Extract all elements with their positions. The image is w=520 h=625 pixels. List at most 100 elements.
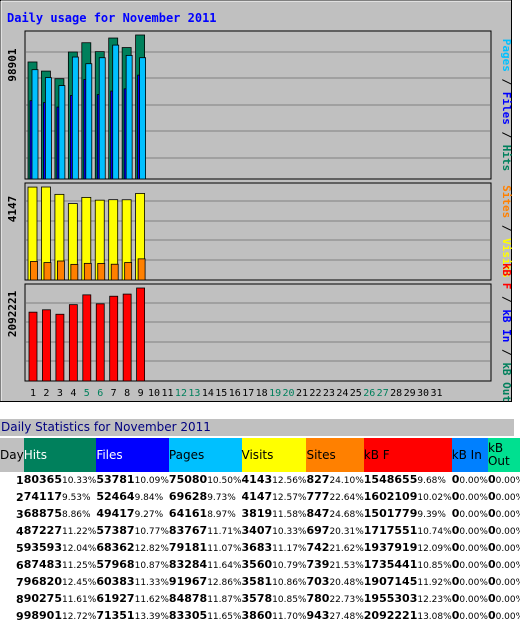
files-cell: 6192711.62% [96,591,169,608]
column-header: kB Out [487,438,520,472]
hits-cell: 9027511.61% [24,591,97,608]
sites-cell: 77722.64% [306,489,363,506]
sites-percent: 22.64% [329,493,364,503]
sites-cell: 70320.48% [306,574,363,591]
kbin-percent: 0.00% [459,612,488,622]
kbin-percent: 0.00% [459,493,488,503]
sites-value: 943 [306,609,330,622]
kbin-cell: 00.00% [452,472,488,489]
visits-cell: 414712.57% [242,489,307,506]
hits-value: 80365 [23,473,62,486]
visits-percent: 10.79% [272,561,307,571]
x-tick-label: 27 [377,388,389,399]
hits-percent: 11.25% [61,561,97,571]
kbf-value: 1548655 [363,473,418,486]
kbout-percent: 0.00% [495,612,520,622]
kbf-cell: 15486559.68% [364,472,452,489]
files-value: 61927 [96,592,135,605]
pages-value: 83284 [168,558,208,571]
kbin-cell: 00.00% [452,591,488,608]
pages-cell: 7918111.07% [169,540,242,557]
pages-value: 75080 [168,473,208,486]
visits-cell: 358110.86% [242,574,307,591]
day-cell: 7 [16,575,24,589]
kbf-percent: 10.74% [417,527,452,537]
kbf-cell: 15017799.39% [364,506,452,523]
hits-cell: 741179.53% [24,489,97,506]
visits-cell: 356010.79% [242,557,307,574]
files-value: 57968 [96,558,135,571]
kbf-percent: 11.92% [417,578,452,588]
x-tick-label: 11 [161,388,173,399]
y-max-label: 98901 [6,48,19,81]
x-tick-label: 3 [57,388,63,399]
day-cell: 2 [16,490,24,504]
pages-value: 91967 [168,575,208,588]
kbf-value: 1907145 [363,575,418,588]
kbf-value: 2092221 [363,609,418,622]
hits-value: 93593 [23,541,62,554]
files-value: 53781 [96,473,135,486]
sites-percent: 24.68% [329,510,364,520]
kbout-cell: 00.00% [488,472,520,489]
pages-value: 84878 [168,592,208,605]
y-max-label: 4147 [6,196,19,223]
bar-sites [97,263,106,281]
visits-percent: 12.57% [272,493,307,503]
x-tick-label: 25 [350,388,362,399]
hits-value: 90275 [23,592,62,605]
kbout-cell: 00.00% [488,540,520,557]
kbin-value: 0 [451,609,460,622]
kbin-cell: 00.00% [452,489,488,506]
kbout-value: 0 [487,575,496,588]
x-tick-label: 28 [390,388,402,399]
pages-value: 79181 [168,541,208,554]
x-tick-label: 6 [97,388,103,399]
sites-cell: 74221.62% [306,540,363,557]
pages-value: 64161 [168,507,208,520]
sites-cell: 84724.68% [306,506,363,523]
bar-sites [57,260,65,281]
kbin-value: 0 [451,490,460,503]
kbin-cell: 00.00% [452,506,488,523]
x-tick-label: 18 [256,388,268,399]
column-header: Day [0,438,24,472]
sites-value: 697 [306,524,330,537]
column-header: kB F [363,438,452,472]
bar-kb-f [55,313,65,382]
kbin-value: 0 [451,575,460,588]
files-value: 57387 [96,524,135,537]
bar-pages [98,57,106,180]
kbout-cell: 00.00% [488,608,520,625]
kbin-percent: 0.00% [459,544,488,554]
kbout-value: 0 [487,541,496,554]
kbin-percent: 0.00% [459,527,488,537]
table-row: 4 8722711.22% 5738710.77% 8376711.71% 340710… [0,523,520,540]
visits-value: 3860 [241,609,273,622]
hits-percent: 9.53% [61,493,91,503]
day-cell: 4 [16,524,24,538]
pages-value: 83305 [168,609,208,622]
legend-2: Sites / Visits [500,185,513,278]
plot-panel-3 [24,283,492,382]
column-header: Files [96,438,169,472]
sites-percent: 22.73% [329,595,364,605]
kbout-percent: 0.00% [495,595,520,605]
kbf-cell: 193791912.09% [364,540,452,557]
x-tick-label: 17 [242,388,254,399]
files-value: 52464 [96,490,135,503]
bar-kb-f [109,295,119,382]
pages-percent: 11.64% [207,561,242,571]
pages-percent: 12.86% [207,578,242,588]
visits-cell: 340710.33% [242,523,307,540]
files-percent: 11.33% [134,578,169,588]
sites-value: 780 [306,592,330,605]
visits-value: 4143 [241,473,273,486]
kbin-value: 0 [451,558,460,571]
day-cell: 3 [16,507,24,521]
visits-value: 3683 [241,541,273,554]
kbin-value: 0 [451,473,460,486]
kbin-percent: 0.00% [459,561,488,571]
x-tick-label: 10 [148,388,160,399]
